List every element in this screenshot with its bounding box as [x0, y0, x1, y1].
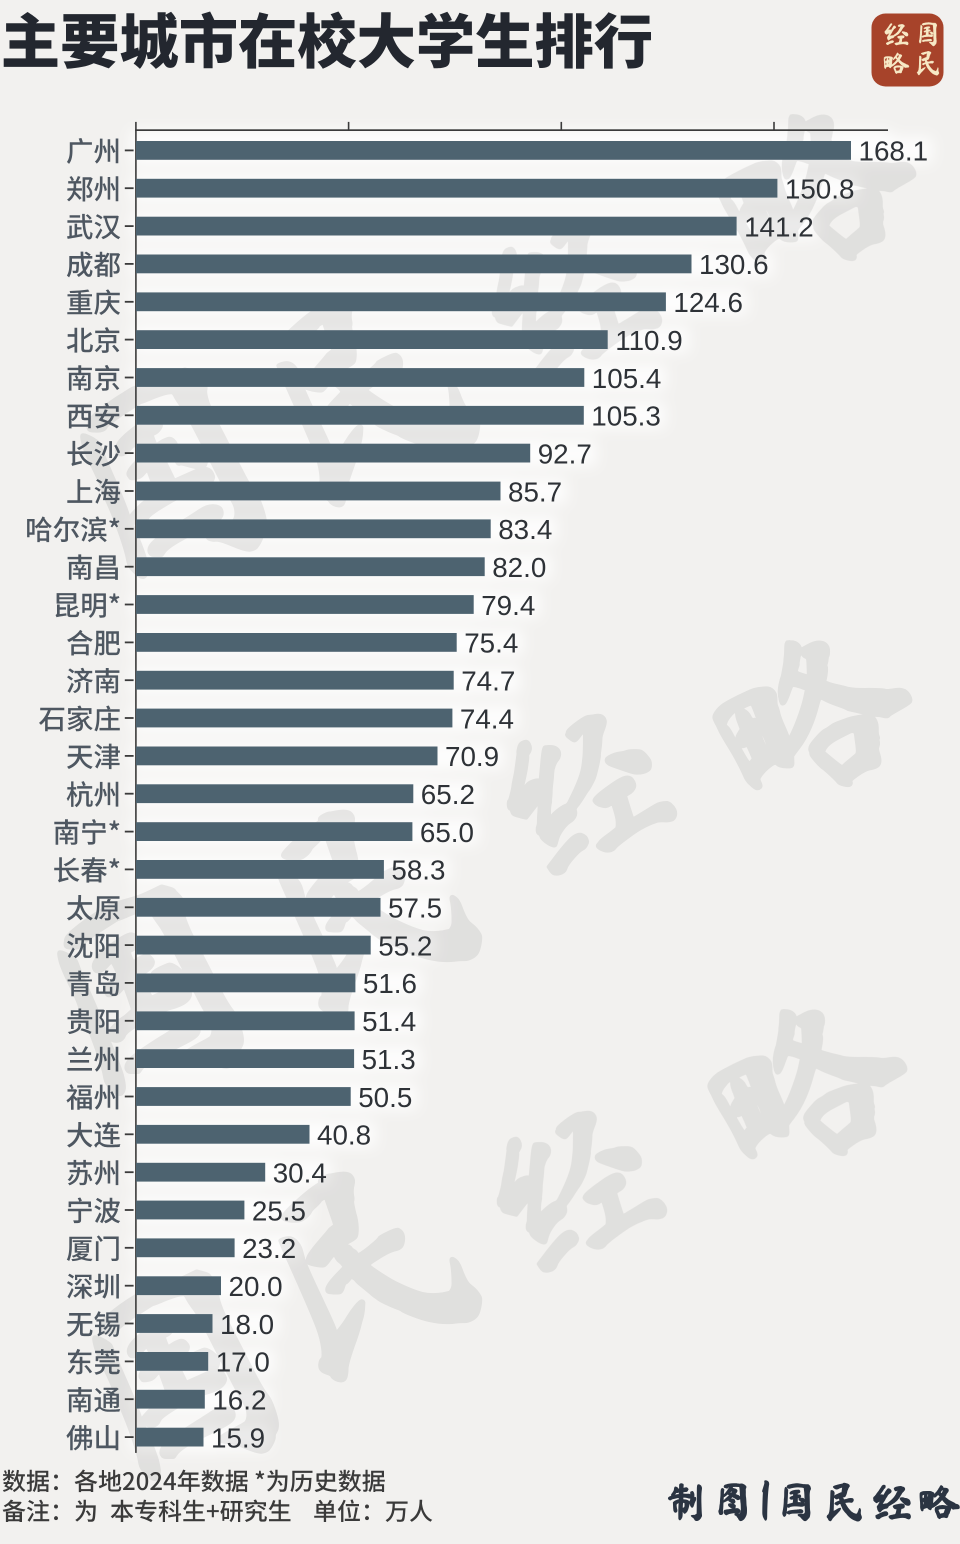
svg-text:82.0: 82.0 [492, 552, 546, 583]
svg-text:74.7: 74.7 [461, 666, 515, 697]
svg-text:124.6: 124.6 [673, 287, 743, 318]
svg-text:17.0: 17.0 [216, 1347, 270, 1378]
svg-text:51.6: 51.6 [363, 968, 417, 999]
svg-text:40.8: 40.8 [317, 1120, 371, 1151]
svg-text:15.9: 15.9 [211, 1422, 265, 1453]
svg-text:51.4: 51.4 [362, 1006, 416, 1037]
svg-text:74.4: 74.4 [460, 703, 514, 734]
svg-text:57.5: 57.5 [388, 893, 442, 924]
svg-text:65.2: 65.2 [421, 779, 475, 810]
svg-text:105.3: 105.3 [591, 401, 661, 432]
svg-text:30.4: 30.4 [273, 1158, 327, 1189]
svg-text:105.4: 105.4 [592, 363, 662, 394]
svg-text:50.5: 50.5 [358, 1082, 412, 1113]
svg-text:65.0: 65.0 [420, 817, 474, 848]
svg-text:70.9: 70.9 [445, 741, 499, 772]
svg-text:79.4: 79.4 [481, 590, 535, 621]
svg-text:150.8: 150.8 [785, 174, 855, 205]
svg-text:85.7: 85.7 [508, 476, 562, 507]
svg-text:110.9: 110.9 [615, 325, 683, 356]
svg-text:25.5: 25.5 [252, 1195, 306, 1226]
svg-text:23.2: 23.2 [242, 1233, 296, 1264]
svg-text:18.0: 18.0 [220, 1309, 274, 1340]
svg-text:51.3: 51.3 [362, 1044, 416, 1075]
svg-text:168.1: 168.1 [859, 136, 929, 167]
svg-text:92.7: 92.7 [538, 438, 592, 469]
svg-text:20.0: 20.0 [229, 1271, 283, 1302]
svg-text:141.2: 141.2 [744, 211, 814, 242]
svg-text:58.3: 58.3 [391, 855, 445, 886]
svg-text:16.2: 16.2 [212, 1385, 266, 1416]
svg-text:130.6: 130.6 [699, 249, 769, 280]
svg-text:83.4: 83.4 [498, 514, 552, 545]
svg-text:55.2: 55.2 [378, 930, 432, 961]
svg-text:75.4: 75.4 [464, 628, 518, 659]
